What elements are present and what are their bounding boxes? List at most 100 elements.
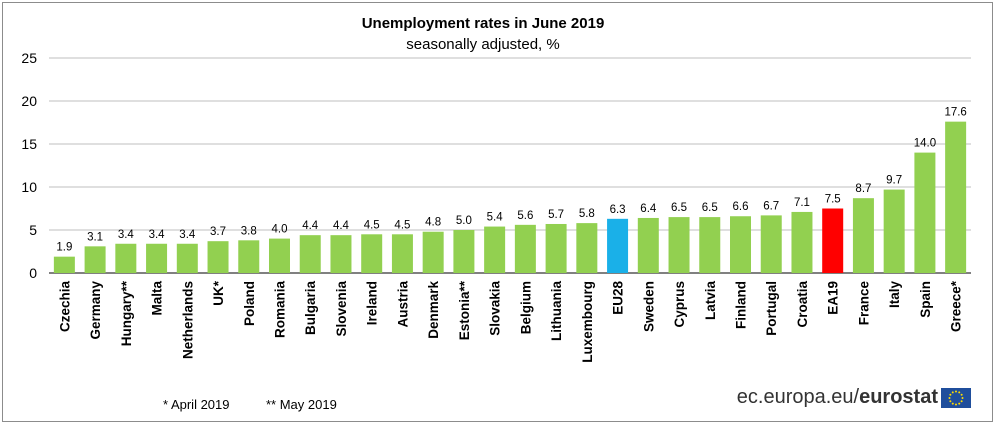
data-label: 8.7 [855,183,871,195]
bar-lithuania [545,223,567,273]
flag-star [949,400,952,403]
x-tick-label: Croatia [795,281,810,328]
bar-austria [391,234,413,273]
bar-hungary [115,243,137,273]
data-label: 5.6 [517,210,533,222]
chart-title: Unemployment rates in June 2019 [362,15,605,32]
flag-star [960,400,963,403]
bar-italy [883,189,905,273]
gridlines [49,57,971,274]
y-tick-label: 0 [29,265,37,281]
x-tick-label: Czechia [57,281,72,333]
data-label: 7.1 [794,197,810,209]
x-tick-label: Malta [150,281,165,316]
x-tick-label: Spain [918,281,933,318]
x-tick-label: Estonia** [457,280,472,340]
data-label: 5.4 [487,212,504,224]
bar-slovenia [330,235,352,273]
bars [53,121,967,273]
x-tick-label: Portugal [764,281,779,336]
data-label: 4.4 [333,220,350,232]
flag-star [949,393,952,396]
data-labels: 1.9 3.1 3.4 3.4 3.4 3.7 3.8 4.0 4.4 4.4 4.5 4.5 4.8 5… [56,107,966,254]
x-tick-label: Lithuania [549,281,564,341]
y-tick-label: 20 [21,93,37,109]
bar-germany [84,246,106,273]
x-tick-label: UK* [211,280,226,305]
data-label: 6.7 [763,200,779,212]
bar-latvia [699,217,721,273]
bar-portugal [760,215,782,273]
x-tick-label: France [856,281,871,326]
data-label: 4.8 [425,217,441,229]
flag-star [951,402,954,405]
x-tick-label: Greece* [949,280,964,332]
x-tick-label: Cyprus [672,281,687,328]
footnote-may: ** May 2019 [266,397,337,412]
bar-uk [207,241,229,273]
data-label: 3.4 [149,229,166,241]
bar-malta [146,243,168,273]
x-tick-label: Belgium [518,281,533,334]
bar-france [852,198,874,273]
bar-denmark [422,231,444,273]
flag-star [958,391,961,394]
bar-bulgaria [299,235,321,273]
bar-eu28 [607,218,629,273]
eu-flag-icon [941,388,971,408]
bar-romania [269,238,290,273]
flag-star [960,393,963,396]
data-label: 3.4 [179,229,196,241]
bar-luxembourg [576,223,598,273]
data-label: 3.7 [210,226,226,238]
x-tick-label: Italy [887,281,902,309]
data-label: 17.6 [944,107,966,119]
data-label: 7.5 [825,194,841,206]
data-label: 4.0 [272,224,288,236]
bar-belgium [514,224,536,273]
bar-chart: Unemployment rates in June 2019 seasonal… [21,15,971,412]
bar-netherlands [176,243,198,273]
x-tick-label: Austria [395,281,410,328]
flag-star [961,397,964,399]
data-label: 6.4 [640,203,657,215]
x-tick-label: Slovenia [334,281,349,337]
x-tick-label: Germany [88,281,103,340]
bar-sweden [637,217,659,273]
data-label: 6.6 [733,201,749,213]
bar-ireland [361,234,383,273]
x-tick-label: Sweden [641,281,656,332]
data-label: 6.5 [671,202,687,214]
data-label: 3.8 [241,225,257,237]
x-tick-label: Slovakia [488,281,503,336]
bar-cyprus [668,217,690,273]
y-tick-label: 5 [29,222,37,238]
data-label: 5.8 [579,208,595,220]
bar-poland [238,240,260,273]
y-tick-label: 15 [21,136,37,152]
y-axis: 0 5 10 15 20 25 [21,50,37,281]
x-tick-label: Romania [273,281,288,339]
y-tick-label: 10 [21,179,37,195]
data-label: 9.7 [886,175,902,187]
y-tick-label: 25 [21,50,37,66]
bar-spain [914,152,936,273]
data-label: 1.9 [56,242,72,254]
data-label: 3.4 [118,229,135,241]
x-tick-label: Finland [734,281,749,329]
data-label: 5.0 [456,215,472,227]
data-label: 14.0 [914,138,936,150]
x-axis-labels: Czechia Germany Hungary** Malta Netherlands U… [57,280,963,363]
x-tick-label: Netherlands [180,281,195,359]
bar-greece [945,121,967,273]
x-tick-label: Denmark [426,281,441,339]
x-tick-label: Hungary** [119,280,134,346]
bar-slovakia [484,226,506,273]
x-tick-label: Ireland [365,281,380,325]
flag-star [955,390,957,393]
bar-croatia [791,211,813,273]
flag-star [955,403,957,406]
bar-finland [730,216,751,273]
eurostat-logo: ec.europa.eu/eurostat [737,386,971,408]
flag-star [948,397,951,399]
